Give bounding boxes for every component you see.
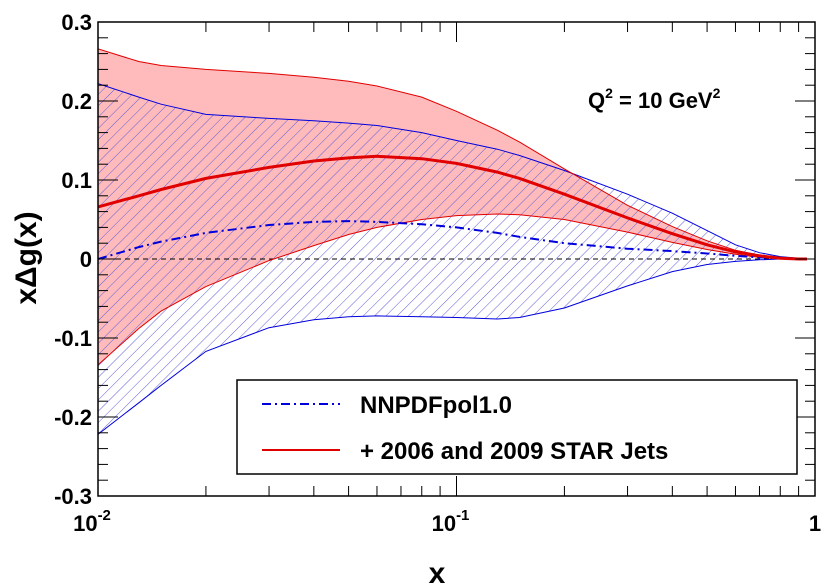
annotation-middle: = 10 GeV — [613, 88, 713, 113]
x-tick-label: 1 — [809, 511, 821, 536]
y-tick-label: 0.2 — [61, 89, 92, 114]
y-tick-label: 0.3 — [61, 10, 92, 35]
axes: 0.3 0.2 0.1 0 -0.1 -0.2 -0.310-2 10-1 1 — [54, 10, 821, 536]
y-tick-label: -0.1 — [54, 326, 92, 351]
scale-annotation: Q2 = 10 GeV2 — [588, 85, 721, 113]
x-axis-title: x — [429, 557, 446, 587]
y-tick-label: -0.3 — [54, 484, 92, 509]
y-tick-label: 0 — [80, 247, 92, 272]
annotation-q: Q — [588, 88, 605, 113]
y-tick-label: -0.2 — [54, 405, 92, 430]
plot-area — [98, 48, 815, 435]
nnpdf-central-line — [98, 220, 807, 260]
x-tick-label: 10-1 — [432, 507, 470, 536]
star-central-line — [98, 154, 807, 261]
legend-label-nnpdf: NNPDFpol1.0 — [360, 392, 512, 419]
legend-box — [236, 379, 798, 475]
nnpdf-lower-edge — [98, 258, 807, 435]
legend-label-star: + 2006 and 2009 STAR Jets — [360, 438, 668, 465]
y-tick-label: 0.1 — [61, 168, 92, 193]
annotation-unit-exp: 2 — [713, 85, 721, 101]
nnpdf-upper-edge — [98, 83, 808, 260]
y-axis-title: xΔg(x) — [10, 211, 43, 304]
annotation-q-exp: 2 — [605, 85, 613, 101]
legend: NNPDFpol1.0 + 2006 and 2009 STAR Jets — [236, 379, 798, 475]
x-tick-label: 10-2 — [73, 507, 111, 536]
